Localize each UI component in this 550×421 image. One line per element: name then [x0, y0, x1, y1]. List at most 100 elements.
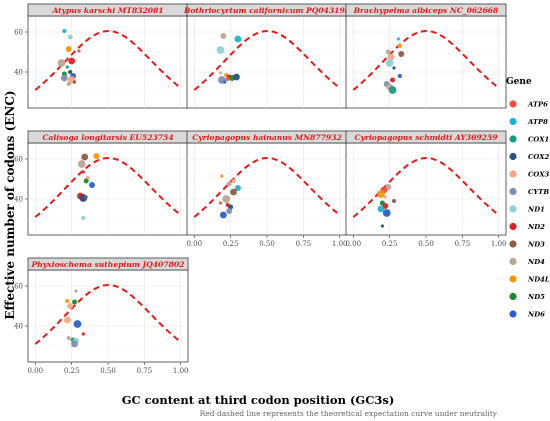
data-point — [226, 208, 233, 214]
legend-label: ND4L — [527, 276, 550, 284]
data-point — [234, 35, 242, 43]
data-point — [66, 335, 71, 341]
legend-label: ND3 — [527, 241, 545, 249]
data-point — [84, 195, 88, 199]
legend-title: Gene — [506, 77, 532, 87]
legend-label: ND1 — [527, 206, 545, 214]
data-point — [387, 53, 395, 61]
x-tick-label: 0.75 — [137, 367, 153, 375]
facet-panel: Brachypelma albiceps NC_062668 — [345, 3, 507, 109]
x-tick-label: 0.50 — [100, 367, 116, 375]
x-tick-label: 0.00 — [27, 367, 43, 375]
legend-label: COX1 — [528, 136, 549, 144]
strip-header — [345, 3, 507, 17]
data-point — [377, 190, 385, 198]
legend-label: ND4 — [527, 258, 545, 266]
legend-label: COX2 — [528, 153, 549, 161]
x-tick-label: 0.75 — [455, 240, 471, 248]
x-tick-label: 1.00 — [332, 240, 348, 248]
y-tick-label: 60 — [14, 29, 23, 37]
legend: ATP6 ATP8 COX1 COX2 COX3 CYTB ND1 ND2 ND3 ND4 ND4L… — [509, 100, 550, 319]
data-point — [377, 205, 385, 213]
x-tick-label: 0.25 — [223, 240, 239, 248]
data-point — [72, 299, 78, 305]
data-point — [68, 57, 76, 65]
data-point — [234, 185, 241, 191]
data-point — [385, 49, 391, 55]
y-tick-label: 40 — [14, 323, 23, 331]
data-point — [73, 320, 82, 328]
legend-key — [509, 257, 517, 266]
legend-key — [509, 310, 517, 318]
data-point — [397, 73, 402, 79]
legend-key — [509, 187, 517, 196]
panel-title: Cyriopagopus hainanus MN877932 — [192, 133, 342, 142]
panel-title: Phyxioschema suthepium JQ407802 — [31, 260, 185, 269]
data-point — [77, 160, 86, 168]
legend-key — [509, 240, 517, 248]
data-point — [226, 181, 232, 187]
facet-panel: Atypus karschi MT832081 40 60 — [14, 3, 189, 109]
data-point — [396, 37, 400, 41]
data-point — [392, 66, 396, 70]
y-axis-label: Effective number of codons (ENC) — [3, 90, 17, 319]
facet-panel: Cyriopagopus hainanus MN877932 0.00 0.25 0.… — [186, 130, 348, 248]
y-tick-label: 40 — [14, 196, 23, 204]
legend-label: ATP8 — [527, 118, 548, 126]
neutrality-curve — [34, 156, 182, 218]
data-point — [57, 59, 66, 67]
data-point — [81, 153, 89, 161]
legend-label: ND2 — [527, 223, 545, 231]
data-point — [397, 43, 402, 49]
data-point — [81, 332, 85, 336]
neutrality-curve — [34, 29, 182, 91]
data-point — [65, 65, 69, 69]
data-point — [83, 178, 89, 184]
legend-label: COX3 — [528, 171, 549, 179]
data-point — [93, 153, 100, 159]
data-point — [220, 174, 224, 178]
neutrality-curve — [352, 29, 500, 91]
legend-key — [509, 222, 517, 231]
data-point — [233, 73, 240, 81]
legend-label: ND5 — [527, 293, 545, 301]
data-point — [223, 80, 227, 84]
data-point — [219, 211, 227, 219]
neutrality-curve — [193, 29, 341, 91]
x-tick-label: 0.50 — [259, 240, 275, 248]
data-point — [65, 298, 70, 304]
data-point — [390, 77, 396, 83]
data-point — [383, 195, 387, 199]
data-point — [71, 340, 78, 348]
facet-panel: Calisoga longitarsis EU523754 40 60 — [14, 130, 189, 236]
legend-key — [509, 205, 517, 213]
legend-key — [509, 100, 517, 108]
panel-title: Bothriocyrtum californicum PQ043198 — [183, 6, 351, 15]
data-point — [230, 188, 237, 196]
data-point — [63, 316, 71, 324]
x-tick-label: 0.25 — [382, 240, 398, 248]
data-point — [398, 51, 405, 57]
y-tick-label: 60 — [14, 283, 23, 291]
x-tick-label: 1.00 — [491, 240, 507, 248]
data-point — [218, 71, 223, 75]
legend-label: CYTB — [528, 188, 549, 196]
y-tick-label: 40 — [14, 69, 23, 77]
legend-key — [509, 152, 517, 161]
legend-key — [509, 292, 517, 301]
legend-key — [509, 135, 517, 143]
neutrality-curve — [193, 156, 341, 218]
data-point — [218, 201, 223, 205]
data-point — [60, 74, 68, 82]
legend-key — [509, 275, 517, 283]
facet-panel: Cyriopagopus schmidti AY309259 0.00 0.25 0.… — [345, 130, 507, 248]
panel-title: Brachypelma albiceps NC_062668 — [353, 6, 499, 15]
data-point — [77, 49, 81, 53]
data-point — [67, 303, 74, 309]
data-point — [66, 81, 71, 87]
data-point — [89, 182, 95, 188]
legend-key — [509, 170, 517, 178]
x-tick-label: 0.25 — [64, 367, 80, 375]
strip-header — [345, 130, 507, 144]
